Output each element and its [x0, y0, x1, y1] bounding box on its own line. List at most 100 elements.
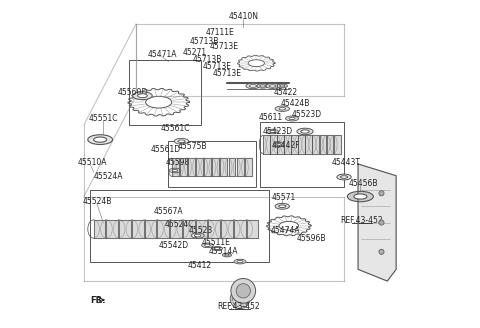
Ellipse shape	[286, 116, 299, 121]
Polygon shape	[132, 220, 144, 238]
Ellipse shape	[257, 84, 269, 88]
Text: REF.43-452: REF.43-452	[340, 216, 383, 225]
Polygon shape	[188, 158, 195, 176]
Polygon shape	[208, 220, 220, 238]
Polygon shape	[221, 220, 233, 238]
Text: 45271: 45271	[182, 48, 206, 57]
Polygon shape	[196, 158, 203, 176]
Ellipse shape	[172, 170, 178, 172]
Text: 45471A: 45471A	[147, 50, 177, 59]
Polygon shape	[298, 135, 305, 154]
Polygon shape	[284, 135, 291, 154]
Text: 45713E: 45713E	[203, 62, 232, 71]
Ellipse shape	[212, 246, 222, 251]
Ellipse shape	[191, 233, 204, 238]
Text: 45424B: 45424B	[281, 99, 310, 108]
Polygon shape	[196, 220, 207, 238]
Text: 45611: 45611	[259, 113, 283, 122]
Ellipse shape	[301, 130, 309, 133]
Text: 45423D: 45423D	[263, 127, 292, 136]
Ellipse shape	[215, 248, 220, 250]
Polygon shape	[312, 135, 319, 154]
Text: REF.43-452: REF.43-452	[217, 302, 260, 311]
Polygon shape	[237, 158, 243, 176]
Polygon shape	[305, 135, 312, 154]
Text: 45551C: 45551C	[89, 114, 118, 123]
Text: 45560D: 45560D	[118, 88, 148, 97]
Polygon shape	[172, 158, 179, 176]
Polygon shape	[157, 220, 169, 238]
Ellipse shape	[337, 174, 351, 180]
Text: 45524B: 45524B	[82, 197, 111, 206]
Ellipse shape	[266, 83, 279, 89]
Circle shape	[379, 220, 384, 225]
Polygon shape	[358, 164, 396, 281]
Ellipse shape	[204, 244, 210, 246]
Ellipse shape	[348, 191, 373, 202]
Polygon shape	[119, 220, 131, 238]
Text: 45561C: 45561C	[160, 124, 190, 133]
Polygon shape	[144, 220, 156, 238]
Text: 45596B: 45596B	[297, 234, 326, 243]
Ellipse shape	[297, 128, 313, 135]
Ellipse shape	[225, 254, 229, 256]
Ellipse shape	[138, 94, 147, 98]
Text: 45561D: 45561D	[150, 145, 180, 154]
Text: 45412: 45412	[187, 261, 211, 270]
Polygon shape	[291, 135, 298, 154]
Ellipse shape	[289, 117, 295, 120]
Polygon shape	[180, 158, 187, 176]
Circle shape	[236, 284, 251, 298]
Text: 45511E: 45511E	[201, 237, 230, 247]
Polygon shape	[170, 220, 182, 238]
Ellipse shape	[279, 108, 286, 110]
Text: 45571: 45571	[272, 193, 296, 202]
Ellipse shape	[274, 142, 284, 147]
Ellipse shape	[194, 234, 201, 237]
Polygon shape	[320, 135, 326, 154]
Text: 45713E: 45713E	[213, 70, 241, 78]
Ellipse shape	[280, 85, 285, 87]
Text: 45713B: 45713B	[193, 55, 222, 64]
Ellipse shape	[169, 168, 181, 173]
Polygon shape	[326, 135, 334, 154]
Ellipse shape	[269, 85, 276, 87]
Text: 45510A: 45510A	[77, 158, 107, 167]
Text: 47111E: 47111E	[206, 28, 235, 37]
Text: FR.: FR.	[90, 296, 106, 305]
Polygon shape	[277, 135, 284, 154]
Ellipse shape	[275, 203, 289, 209]
Polygon shape	[334, 135, 340, 154]
Text: 45523D: 45523D	[292, 110, 322, 119]
Text: 45443T: 45443T	[331, 158, 360, 167]
Ellipse shape	[132, 92, 152, 100]
Polygon shape	[270, 135, 276, 154]
Circle shape	[231, 278, 256, 303]
Text: 45514A: 45514A	[209, 247, 239, 256]
Polygon shape	[247, 220, 258, 238]
Text: 45474A: 45474A	[271, 226, 300, 235]
Polygon shape	[263, 135, 270, 154]
Ellipse shape	[279, 205, 286, 208]
Ellipse shape	[202, 243, 213, 248]
Ellipse shape	[354, 194, 367, 199]
Text: 45713B: 45713B	[190, 36, 219, 46]
Text: 45542D: 45542D	[158, 241, 188, 250]
Text: 45598: 45598	[166, 157, 191, 167]
Polygon shape	[234, 220, 246, 238]
Polygon shape	[107, 220, 118, 238]
Ellipse shape	[94, 137, 107, 142]
Ellipse shape	[270, 131, 275, 133]
Ellipse shape	[277, 84, 288, 88]
Ellipse shape	[88, 135, 112, 145]
Polygon shape	[212, 158, 219, 176]
Polygon shape	[245, 158, 252, 176]
Text: 45567A: 45567A	[154, 207, 183, 215]
Ellipse shape	[260, 85, 266, 87]
Ellipse shape	[234, 259, 246, 264]
Ellipse shape	[246, 83, 260, 89]
Circle shape	[230, 289, 250, 309]
Polygon shape	[183, 220, 195, 238]
Ellipse shape	[250, 85, 257, 87]
Ellipse shape	[275, 106, 289, 112]
